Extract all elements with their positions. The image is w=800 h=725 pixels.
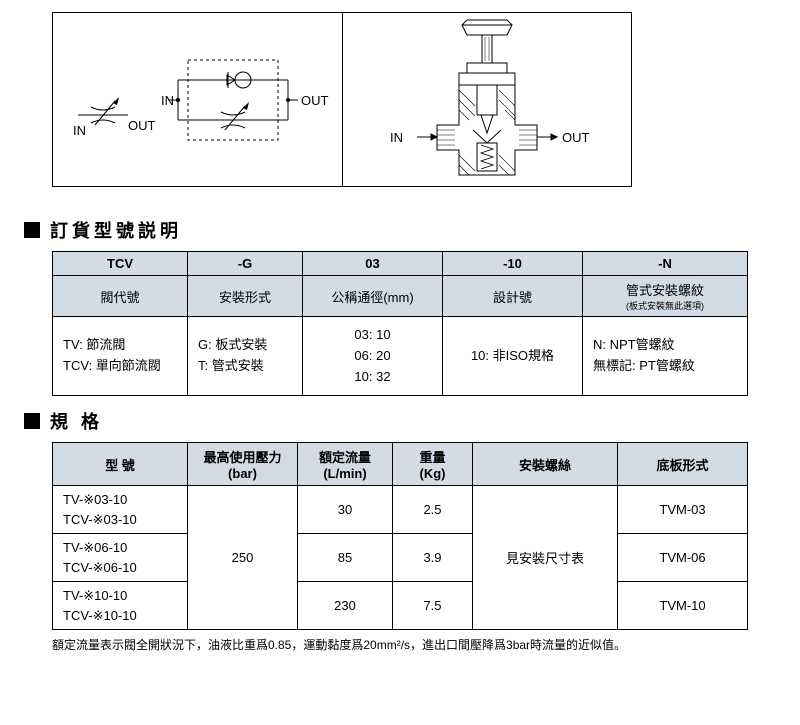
spec-model-cell: TV-※10-10 TCV-※10-10 bbox=[53, 582, 188, 630]
section1-header: 訂貨型號説明 bbox=[24, 217, 788, 243]
section2-title: 規 格 bbox=[50, 408, 103, 434]
in-label-2: IN bbox=[161, 93, 174, 108]
spec-flow-cell: 230 bbox=[298, 582, 393, 630]
section2-header: 規 格 bbox=[24, 408, 788, 434]
section-marker-icon bbox=[24, 222, 40, 238]
spec-plate-cell: TVM-10 bbox=[618, 582, 748, 630]
cutaway-diagram-box: IN OUT bbox=[342, 12, 632, 187]
ordering-subheader-cell: 管式安裝螺紋(板式安裝無此選項) bbox=[583, 276, 748, 317]
spec-flow-cell: 85 bbox=[298, 534, 393, 582]
section-marker-icon bbox=[24, 413, 40, 429]
ordering-value-cell: TV: 節流閥 TCV: 單向節流閥 bbox=[53, 317, 188, 396]
cutaway-out-label: OUT bbox=[562, 130, 590, 145]
ordering-value-cell: N: NPT管螺紋 無標記: PT管螺紋 bbox=[583, 317, 748, 396]
diagram-row: IN OUT bbox=[52, 12, 788, 187]
spec-plate-cell: TVM-06 bbox=[618, 534, 748, 582]
spec-header-cell: 額定流量 (L/min) bbox=[298, 443, 393, 486]
spec-weight-cell: 7.5 bbox=[393, 582, 473, 630]
ordering-subheader-cell: 閥代號 bbox=[53, 276, 188, 317]
ordering-value-cell: G: 板式安裝 T: 管式安裝 bbox=[188, 317, 303, 396]
ordering-subheader-cell: 公稱通徑(mm) bbox=[303, 276, 443, 317]
spec-flow-cell: 30 bbox=[298, 486, 393, 534]
ordering-code-table: TCV-G03-10-N 閥代號安裝形式公稱通徑(mm)設計號管式安裝螺紋(板式安… bbox=[52, 251, 748, 396]
spec-pressure-cell: 250 bbox=[188, 486, 298, 630]
spec-weight-cell: 2.5 bbox=[393, 486, 473, 534]
spec-model-cell: TV-※06-10 TCV-※06-10 bbox=[53, 534, 188, 582]
ordering-header-cell: -G bbox=[188, 252, 303, 276]
spec-header-cell: 底板形式 bbox=[618, 443, 748, 486]
ordering-header-cell: -10 bbox=[443, 252, 583, 276]
hydraulic-symbols: IN OUT bbox=[63, 20, 333, 180]
spec-header-cell: 安裝螺絲 bbox=[473, 443, 618, 486]
spec-header-cell: 最高使用壓力 (bar) bbox=[188, 443, 298, 486]
cutaway-in-label: IN bbox=[390, 130, 403, 145]
ordering-value-cell: 03: 10 06: 20 10: 32 bbox=[303, 317, 443, 396]
spec-header-cell: 型 號 bbox=[53, 443, 188, 486]
spec-weight-cell: 3.9 bbox=[393, 534, 473, 582]
ordering-subheader-cell: 安裝形式 bbox=[188, 276, 303, 317]
specifications-table: 型 號最高使用壓力 (bar)額定流量 (L/min)重量 (Kg)安裝螺絲底板… bbox=[52, 442, 748, 630]
symbol-diagram-box: IN OUT bbox=[52, 12, 342, 187]
spec-plate-cell: TVM-03 bbox=[618, 486, 748, 534]
section1-title: 訂貨型號説明 bbox=[50, 217, 182, 243]
spec-footnote: 額定流量表示閥全開狀況下，油液比重爲0.85，運動黏度爲20mm²/s，進出口間… bbox=[52, 636, 788, 653]
in-label: IN bbox=[73, 123, 86, 138]
ordering-value-cell: 10: 非ISO規格 bbox=[443, 317, 583, 396]
spec-screws-cell: 見安裝尺寸表 bbox=[473, 486, 618, 630]
ordering-header-cell: -N bbox=[583, 252, 748, 276]
spec-header-cell: 重量 (Kg) bbox=[393, 443, 473, 486]
ordering-header-cell: TCV bbox=[53, 252, 188, 276]
ordering-header-cell: 03 bbox=[303, 252, 443, 276]
valve-cutaway: IN OUT bbox=[352, 15, 622, 185]
out-label-2: OUT bbox=[301, 93, 329, 108]
spec-model-cell: TV-※03-10 TCV-※03-10 bbox=[53, 486, 188, 534]
out-label: OUT bbox=[128, 118, 156, 133]
ordering-subheader-cell: 設計號 bbox=[443, 276, 583, 317]
